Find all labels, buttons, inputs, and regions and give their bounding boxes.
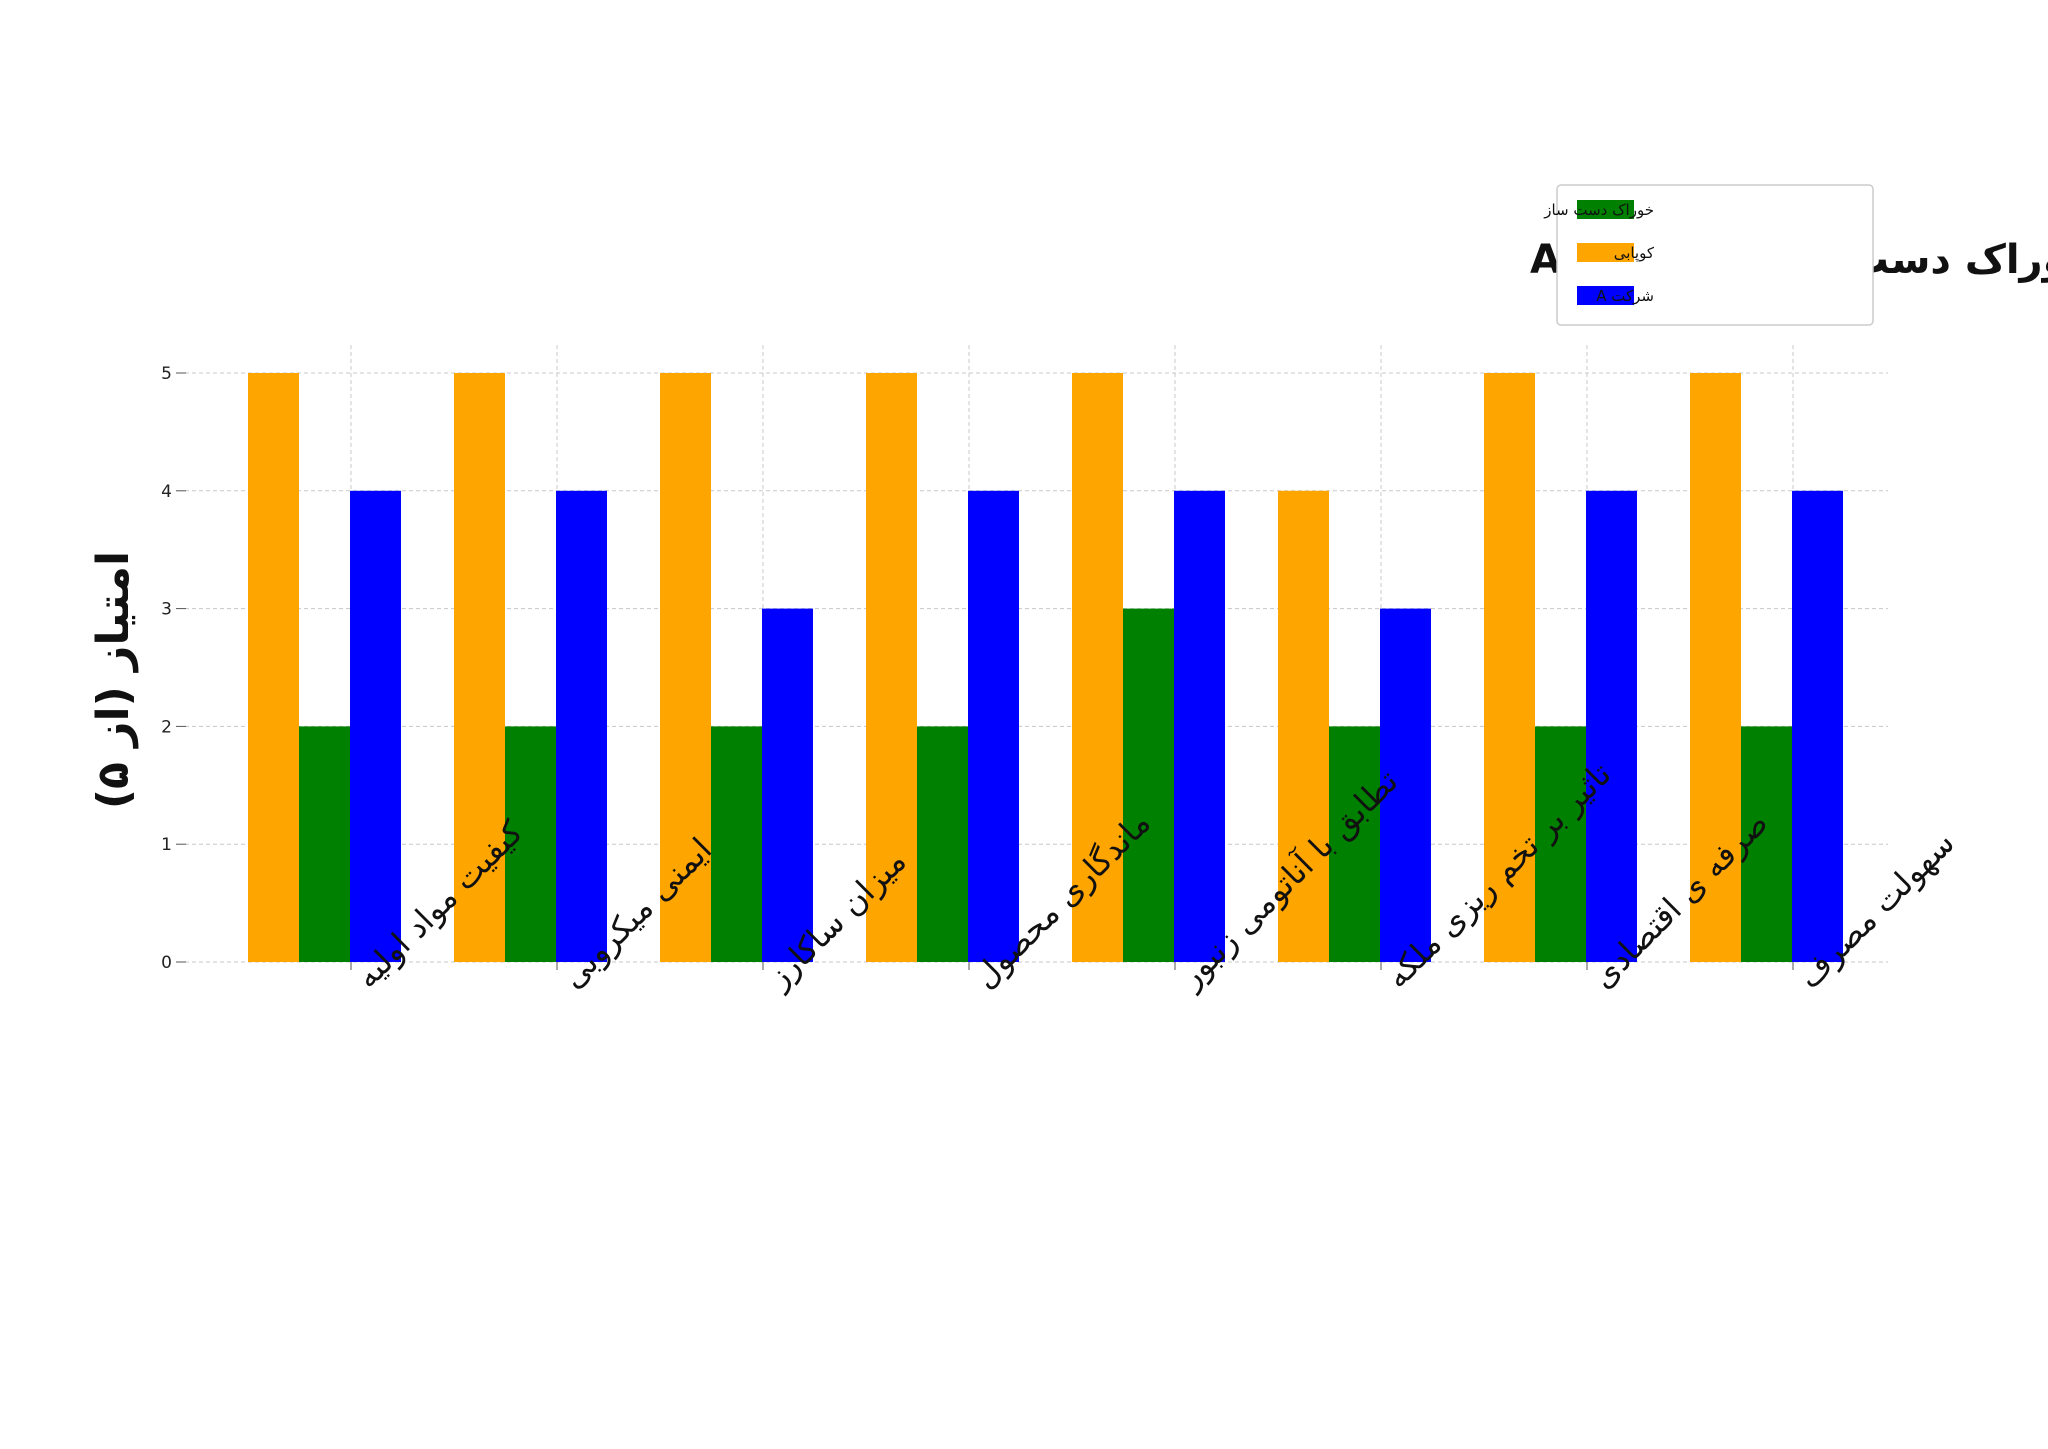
bar [1329, 726, 1380, 962]
bar [660, 373, 711, 962]
bar [1123, 608, 1174, 962]
legend-swatch [1577, 286, 1634, 305]
bar [968, 490, 1019, 962]
bar [1535, 726, 1586, 962]
bar [1174, 490, 1225, 962]
bars [248, 373, 1843, 962]
bar [1380, 608, 1431, 962]
bar [454, 373, 505, 962]
bar [1072, 373, 1123, 962]
bar [556, 490, 607, 962]
bar [1690, 373, 1741, 962]
y-tick-label: 5 [161, 364, 172, 384]
y-tick-label: 1 [161, 835, 172, 855]
bar [1484, 373, 1535, 962]
bar [350, 490, 401, 962]
bar [866, 373, 917, 962]
y-tick-labels: 0 1 2 3 4 5 [161, 364, 186, 973]
bar [711, 726, 762, 962]
y-axis-label: امتیاز (از ۵) [88, 551, 139, 809]
bar [1586, 490, 1637, 962]
bar [762, 608, 813, 962]
legend-frame [1556, 184, 1874, 326]
bar [917, 726, 968, 962]
y-tick-label: 2 [161, 717, 172, 737]
y-tick-label: 0 [161, 953, 172, 973]
legend: خوراک دست ساز کوپابی شرکت A [1543, 184, 1874, 326]
bar [505, 726, 556, 962]
legend-swatch [1577, 243, 1634, 262]
bar [299, 726, 350, 962]
bar [248, 373, 299, 962]
y-tick-label: 3 [161, 600, 172, 620]
bar [1278, 490, 1329, 962]
legend-label: کوپابی [1614, 244, 1655, 263]
bar [1792, 490, 1843, 962]
bar [1741, 726, 1792, 962]
legend-swatch [1577, 200, 1634, 219]
legend-label: شرکت A [1596, 287, 1654, 305]
legend-label: خوراک دست ساز [1543, 201, 1654, 219]
y-tick-label: 4 [161, 482, 172, 502]
